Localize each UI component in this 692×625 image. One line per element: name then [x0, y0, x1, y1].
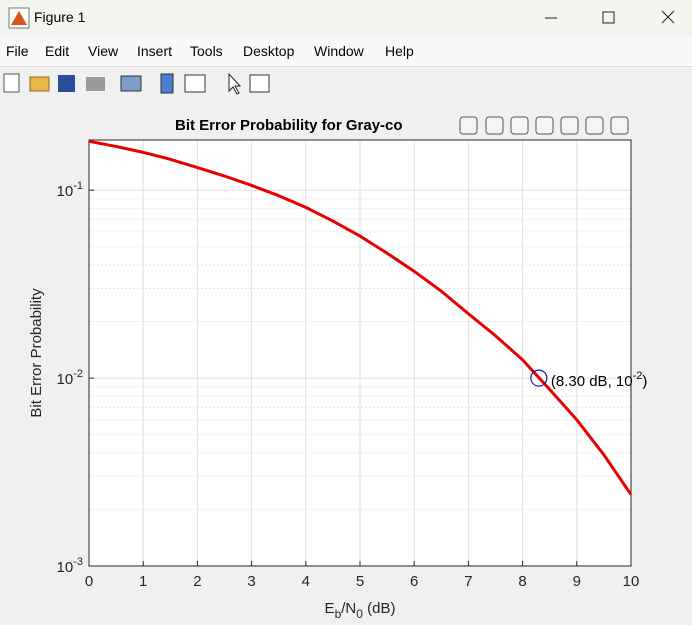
axes-toolbar-icon[interactable]: [535, 116, 554, 135]
legend-icon[interactable]: [184, 74, 206, 93]
pointer-icon[interactable]: [228, 72, 242, 95]
property-icon[interactable]: [249, 74, 270, 93]
print-icon[interactable]: [86, 77, 105, 91]
app-icon: [8, 7, 30, 29]
menu-item[interactable]: Window: [314, 43, 364, 59]
axes-toolbar[interactable]: [459, 116, 629, 135]
x-tick-label: 1: [139, 573, 147, 590]
colorbar-icon[interactable]: [160, 73, 174, 94]
x-axis-label-part: b: [335, 607, 342, 621]
data-tip-text: ): [642, 373, 647, 390]
x-axis-label-part: 0: [356, 607, 363, 621]
x-tick-label: 5: [356, 573, 364, 590]
x-tick-label: 10: [623, 573, 640, 590]
chart-title: Bit Error Probability for Gray-co: [175, 117, 403, 134]
open-icon[interactable]: [29, 76, 50, 92]
y-tick-exponent: -1: [73, 180, 83, 192]
menu-bar: File Edit View Insert Tools Desktop Window Help: [0, 36, 692, 66]
x-tick-label: 6: [410, 573, 418, 590]
window-controls[interactable]: [540, 0, 680, 36]
axes-toolbar-icon[interactable]: [585, 116, 604, 135]
y-tick-base: 10: [57, 559, 74, 576]
save-icon[interactable]: [58, 75, 75, 92]
x-axis-label-part: /N: [341, 600, 356, 617]
menu-item[interactable]: Tools: [190, 43, 223, 59]
axes-toolbar-icon[interactable]: [610, 116, 629, 135]
x-tick-label: 9: [573, 573, 581, 590]
title-bar: Figure 1: [0, 0, 692, 36]
menu-item[interactable]: File: [6, 43, 29, 59]
data-line: [88, 139, 633, 496]
y-axis-label: Bit Error Probability: [28, 288, 45, 418]
link-icon[interactable]: [120, 75, 142, 92]
y-tick-label: 10-2: [57, 368, 83, 388]
axes-toolbar-icon[interactable]: [560, 116, 579, 135]
y-tick-exponent: -3: [73, 556, 83, 568]
axes-toolbar-icon[interactable]: [485, 116, 504, 135]
menu-item[interactable]: Insert: [137, 43, 173, 59]
x-tick-label: 4: [302, 573, 310, 590]
y-tick-base: 10: [57, 183, 74, 200]
y-tick-label: 10-1: [57, 180, 83, 200]
x-tick-label: 8: [518, 573, 526, 590]
new-icon[interactable]: [3, 73, 20, 93]
menu-item[interactable]: Help: [385, 43, 414, 59]
y-tick-exponent: -2: [73, 368, 83, 380]
axes-toolbar-icon[interactable]: [459, 116, 478, 135]
x-tick-label: 2: [193, 573, 201, 590]
x-tick-label: 0: [85, 573, 93, 590]
toolbar-icons[interactable]: [0, 67, 280, 99]
menu-item[interactable]: Desktop: [243, 43, 295, 59]
toolbar: [0, 66, 692, 99]
y-tick-label: 10-3: [57, 556, 83, 576]
data-tip-label: (8.30 dB, 10-2): [551, 370, 648, 390]
data-tip-marker: [530, 369, 548, 387]
maximize[interactable]: [602, 11, 615, 24]
close[interactable]: [661, 10, 675, 24]
x-tick-label: 3: [247, 573, 255, 590]
window-title: Figure 1: [34, 9, 86, 25]
menu-item[interactable]: View: [88, 43, 119, 59]
y-tick-base: 10: [57, 371, 74, 388]
data-tip-exponent: -2: [633, 370, 643, 382]
x-axis-label-part: (dB): [363, 600, 396, 617]
x-axis-label-part: E: [325, 600, 335, 617]
x-tick-label: 7: [464, 573, 472, 590]
data-tip-text: (8.30 dB, 10: [551, 373, 633, 390]
axes-box: [88, 139, 632, 567]
x-axis-label: Eb/N0 (dB): [325, 600, 396, 621]
menu-item[interactable]: Edit: [45, 43, 70, 59]
axes-toolbar-icon[interactable]: [510, 116, 529, 135]
